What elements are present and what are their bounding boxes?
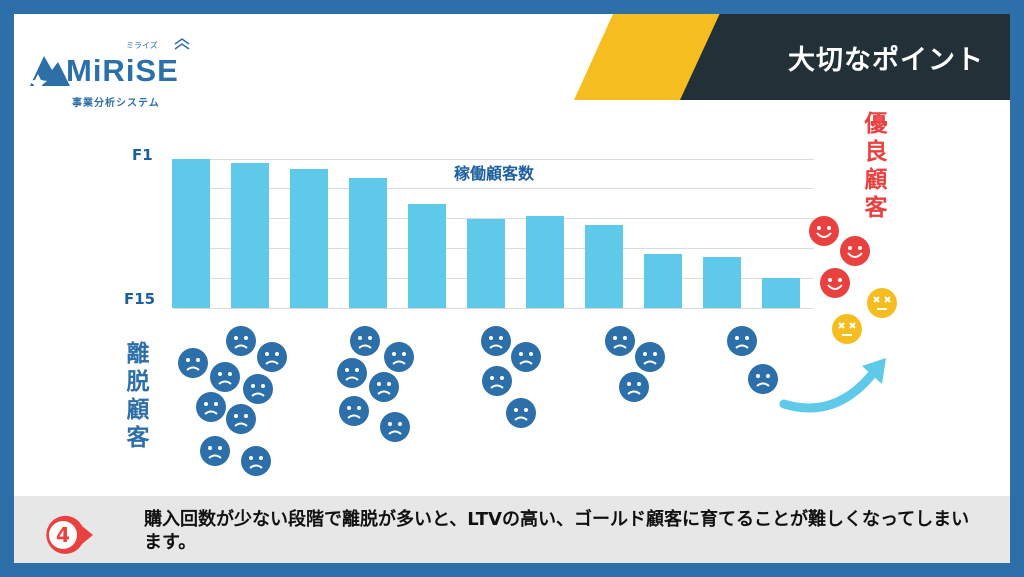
bar-F3 xyxy=(290,169,328,308)
curved-arrow-icon xyxy=(779,358,886,413)
sad-face-icon xyxy=(727,326,757,356)
sad-face-icon xyxy=(511,342,541,372)
bar-F7 xyxy=(526,215,564,308)
sad-face-icon xyxy=(339,396,369,426)
dizzy-face-icon xyxy=(867,288,897,318)
gridline xyxy=(174,218,814,219)
churned-customers-label: 離脱顧客 xyxy=(126,341,150,451)
sad-face-icon xyxy=(605,326,635,356)
sad-face-icon xyxy=(619,372,649,402)
bar-F2 xyxy=(231,163,269,308)
sad-face-icon xyxy=(481,326,511,356)
mountain-icon xyxy=(29,56,70,90)
bar-F1 xyxy=(172,159,210,308)
bar-F8 xyxy=(585,224,623,308)
sad-face-icon xyxy=(337,358,367,388)
happy-face-icon xyxy=(809,216,839,246)
sad-face-icon xyxy=(243,374,273,404)
sad-face-icon xyxy=(226,326,256,356)
bar-F9 xyxy=(644,254,682,308)
note-text: 購入回数が少ない段階で離脱が多いと、LTVの高い、ゴールド顧客に育てることが難し… xyxy=(144,509,970,553)
sad-face-icon xyxy=(350,326,380,356)
mirise-logo: ミライズ MiRiSE 事業分析システム xyxy=(28,26,228,116)
sad-face-icon xyxy=(241,446,271,476)
happy-face-icon xyxy=(820,268,850,298)
sad-face-icon xyxy=(210,362,240,392)
gridline xyxy=(174,159,814,160)
sad-face-icon xyxy=(369,372,399,402)
axis-label-bottom: F15 xyxy=(124,290,156,308)
sad-face-icon xyxy=(380,412,410,442)
step-badge: 4 xyxy=(44,514,94,556)
slide-frame: 大切なポイント ミライズ MiRiSE 事業分析システム 稼働顧客数 F1 F1… xyxy=(14,14,1010,563)
gridline xyxy=(174,308,814,309)
sad-face-icon xyxy=(748,364,778,394)
sad-face-icon xyxy=(226,404,256,434)
step-number: 4 xyxy=(56,523,70,547)
bar-F10 xyxy=(703,257,741,308)
sad-face-icon xyxy=(196,392,226,422)
logo-kana: ミライズ xyxy=(126,41,158,50)
happy-face-icon xyxy=(840,236,870,266)
logo-subtitle: 事業分析システム xyxy=(72,98,160,109)
bar-F11 xyxy=(762,278,800,308)
sad-face-icon xyxy=(635,342,665,372)
title-banner: 大切なポイント xyxy=(680,14,1010,100)
sad-face-icon xyxy=(200,436,230,466)
dizzy-face-icon xyxy=(832,314,862,344)
chevron-up-icon xyxy=(174,38,190,50)
bar-F5 xyxy=(408,203,446,308)
slide-title: 大切なポイント xyxy=(788,44,984,76)
gridline xyxy=(174,188,814,189)
chart-title: 稼働顧客数 xyxy=(454,164,535,183)
sad-face-icon xyxy=(178,348,208,378)
bar-F4 xyxy=(349,178,387,308)
bottom-note-bar: 4 購入回数が少ない段階で離脱が多いと、LTVの高い、ゴールド顧客に育てることが… xyxy=(14,496,1010,563)
excellent-customers-label: 優良顧客 xyxy=(864,111,888,221)
sad-face-icon xyxy=(257,342,287,372)
sad-face-icon xyxy=(384,342,414,372)
sad-face-icon xyxy=(482,366,512,396)
axis-label-top: F1 xyxy=(132,146,153,164)
sad-face-icon xyxy=(506,398,536,428)
bar-F6 xyxy=(467,218,505,308)
logo-wordmark: MiRiSE xyxy=(66,53,179,88)
